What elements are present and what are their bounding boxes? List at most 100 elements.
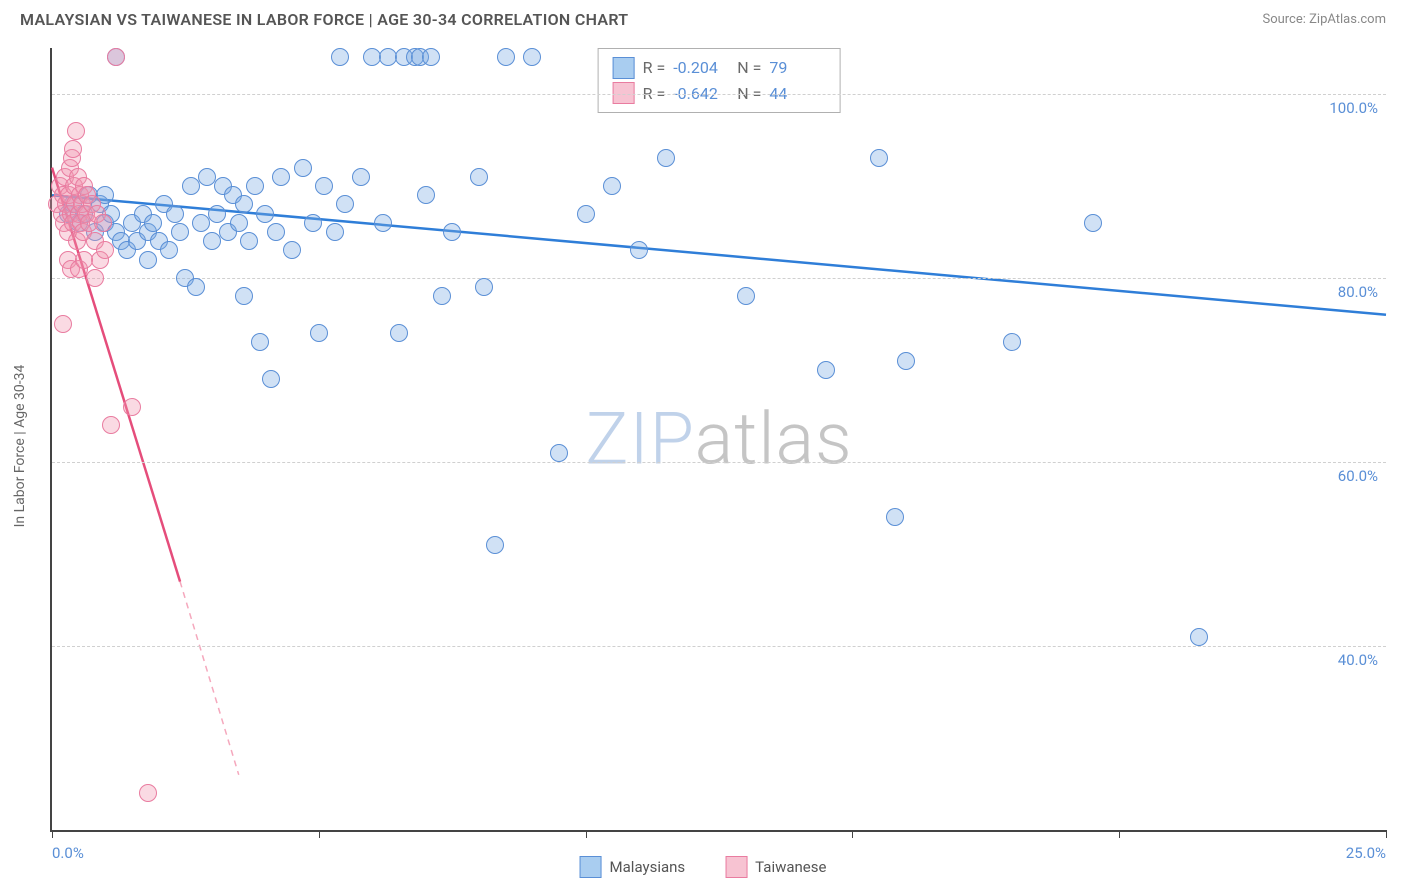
data-point [817,361,835,379]
data-point [102,416,120,434]
source-attribution: Source: ZipAtlas.com [1262,12,1386,27]
gridline [52,278,1386,279]
y-tick-label: 100.0% [1329,99,1378,117]
data-point [422,48,440,66]
data-point [331,48,349,66]
data-point [272,168,290,186]
data-point [64,140,82,158]
data-point [470,168,488,186]
y-axis-label: In Labor Force | Age 30-34 [12,365,28,528]
correlation-stats-box: R = -0.204 N = 79 R = -0.642 N = 44 [598,48,841,113]
gridline [52,462,1386,463]
y-tick-label: 80.0% [1338,283,1378,301]
x-tick-label: 0.0% [52,844,84,862]
data-point [262,370,280,388]
x-tick [1386,830,1387,838]
data-point [160,241,178,259]
data-point [54,315,72,333]
swatch-icon [613,57,635,79]
data-point [67,122,85,140]
data-point [326,223,344,241]
data-point [310,324,328,342]
data-point [443,223,461,241]
data-point [235,287,253,305]
data-point [187,278,205,296]
data-point [182,177,200,195]
x-tick [319,830,320,838]
data-point [256,205,274,223]
data-point [230,214,248,232]
data-point [267,223,285,241]
n-value: 79 [769,55,825,81]
data-point [1190,628,1208,646]
data-point [550,444,568,462]
data-point [139,784,157,802]
data-point [235,195,253,213]
data-point [123,398,141,416]
stats-row: R = -0.204 N = 79 [613,55,826,81]
data-point [336,195,354,213]
data-point [417,186,435,204]
trend-lines [52,48,1386,830]
x-tick [586,830,587,838]
legend-label: Malaysians [610,858,686,876]
scatter-chart: ZIPatlas R = -0.204 N = 79 R = -0.642 N … [50,48,1386,832]
series-legend: Malaysians Taiwanese [580,856,827,878]
gridline [52,94,1386,95]
x-tick [1119,830,1120,838]
data-point [192,214,210,232]
chart-header: MALAYSIAN VS TAIWANESE IN LABOR FORCE | … [0,0,1406,35]
data-point [251,333,269,351]
data-point [315,177,333,195]
gridline [52,646,1386,647]
data-point [144,214,162,232]
data-point [657,149,675,167]
data-point [486,536,504,554]
data-point [497,48,515,66]
y-tick-label: 40.0% [1338,651,1378,669]
watermark: ZIPatlas [585,397,852,482]
watermark-left: ZIP [585,397,694,482]
data-point [166,205,184,223]
data-point [294,159,312,177]
data-point [1084,214,1102,232]
data-point [203,232,221,250]
legend-label: Taiwanese [755,858,826,876]
x-tick [852,830,853,838]
data-point [630,241,648,259]
y-tick-label: 60.0% [1338,467,1378,485]
data-point [208,205,226,223]
data-point [886,508,904,526]
data-point [870,149,888,167]
data-point [737,287,755,305]
data-point [603,177,621,195]
data-point [107,48,125,66]
legend-item: Taiwanese [725,856,826,878]
legend-item: Malaysians [580,856,686,878]
data-point [897,352,915,370]
data-point [86,269,104,287]
x-tick-label: 25.0% [1346,844,1386,862]
data-point [475,278,493,296]
data-point [240,232,258,250]
data-point [1003,333,1021,351]
data-point [390,324,408,342]
data-point [304,214,322,232]
data-point [75,251,93,269]
data-point [433,287,451,305]
r-value: -0.204 [673,55,729,81]
data-point [283,241,301,259]
data-point [246,177,264,195]
data-point [96,241,114,259]
data-point [94,214,112,232]
data-point [523,48,541,66]
data-point [171,223,189,241]
swatch-icon [725,856,747,878]
data-point [577,205,595,223]
swatch-icon [580,856,602,878]
x-tick [52,830,53,838]
data-point [374,214,392,232]
n-label: N = [737,55,761,81]
r-label: R = [643,55,666,81]
data-point [352,168,370,186]
